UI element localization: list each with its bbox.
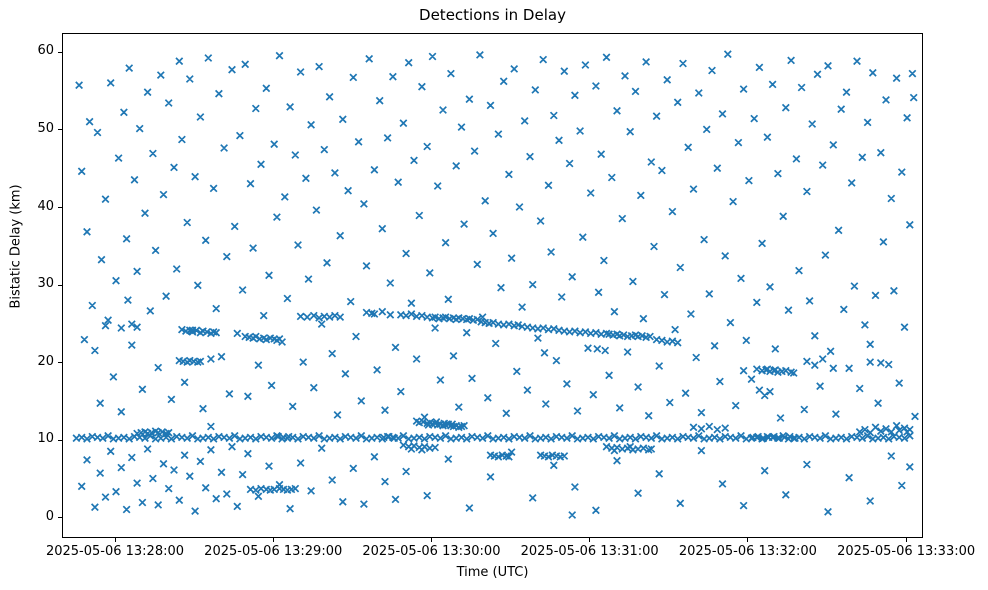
x-tick-mark [430,538,432,542]
y-tick-label: 0 [45,508,54,524]
y-tick-mark [58,362,62,364]
x-axis-label: Time (UTC) [456,565,529,580]
y-tick-label: 20 [37,353,54,369]
y-tick-mark [58,284,62,286]
plot-area [62,33,923,538]
y-tick-label: 10 [37,431,54,447]
x-tick-label: 2025-05-06 13:32:00 [678,544,817,559]
y-tick-label: 40 [37,198,54,214]
y-tick-label: 60 [37,43,54,59]
y-tick-label: 30 [37,276,54,292]
y-tick-mark [58,207,62,209]
x-tick-mark [272,538,274,542]
y-tick-mark [58,51,62,53]
x-tick-mark [114,538,116,542]
x-tick-label: 2025-05-06 13:28:00 [45,544,185,559]
x-tick-label: 2025-05-06 13:31:00 [520,544,659,559]
x-tick-mark [589,538,591,542]
scatter-canvas [72,50,919,519]
x-tick-label: 2025-05-06 13:30:00 [362,544,501,559]
y-tick-label: 50 [37,120,54,136]
x-tick-mark [905,538,907,542]
y-tick-mark [58,439,62,441]
chart-title: Detections in Delay [419,6,566,24]
y-tick-mark [58,517,62,519]
x-tick-label: 2025-05-06 13:33:00 [837,544,976,559]
x-tick-mark [747,538,749,542]
x-tick-label: 2025-05-06 13:29:00 [204,544,343,559]
scatter-points [72,50,919,519]
y-tick-mark [58,129,62,131]
